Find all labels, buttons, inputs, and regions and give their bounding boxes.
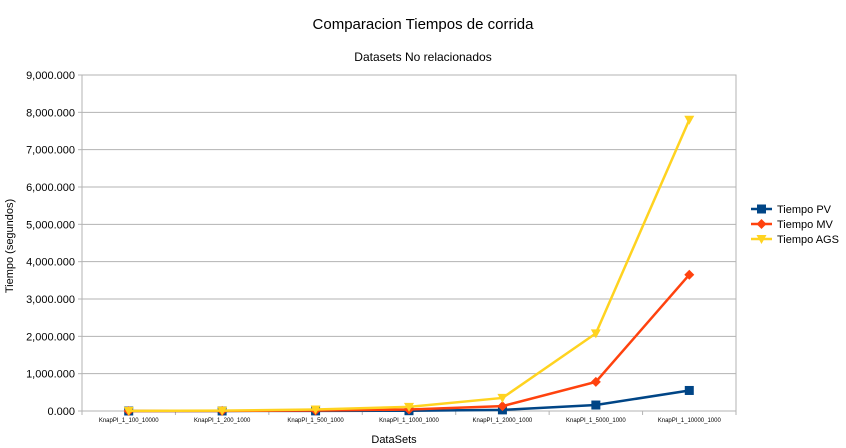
data-point <box>123 406 134 416</box>
y-tick-label: 8,000.000 <box>26 107 75 119</box>
data-point <box>497 393 508 403</box>
plot-area: 0.000 1,000.000 2,000.000 3,000.000 4,000.00… <box>26 70 737 424</box>
legend-label: Tiempo PV <box>777 204 832 216</box>
y-tick-label: 5,000.000 <box>26 219 75 231</box>
legend-swatch-marker <box>756 219 767 229</box>
data-point <box>497 401 508 412</box>
data-point <box>217 406 228 416</box>
x-tick-label: KnapPI_1_500_1000 <box>287 418 344 424</box>
data-point <box>684 115 695 125</box>
y-axis-label: Tiempo (segundos) <box>4 199 16 293</box>
data-point <box>590 376 601 387</box>
x-tick-label: KnapPI_1_1000_1000 <box>379 418 439 424</box>
x-tick-label: KnapPI_1_2000_1000 <box>473 418 533 424</box>
y-tick-label: 3,000.000 <box>26 294 75 306</box>
y-tick-label: 9,000.000 <box>26 70 75 82</box>
chart-subtitle: Datasets No relacionados <box>354 50 491 64</box>
y-tick-label: 1,000.000 <box>26 369 75 381</box>
x-tick-label: KnapPI_1_100_10000 <box>99 418 159 424</box>
y-tick-label: 4,000.000 <box>26 257 75 269</box>
chart-title: Comparacion Tiempos de corrida <box>313 16 535 33</box>
data-point <box>684 385 694 395</box>
x-tick-label: KnapPI_1_10000_1000 <box>658 418 722 424</box>
series-line-2 <box>128 273 691 413</box>
x-tick-label: KnapPI_1_5000_1000 <box>566 418 626 424</box>
data-point <box>684 269 695 280</box>
legend-swatch-marker <box>757 204 766 214</box>
y-tick-label: 2,000.000 <box>26 331 75 343</box>
legend-swatch-marker <box>756 235 767 244</box>
data-point <box>590 329 601 339</box>
series-line-3 <box>128 119 691 413</box>
x-tick-label: KnapPI_1_200_1000 <box>194 418 251 424</box>
data-point <box>591 400 601 410</box>
y-tick-label: 6,000.000 <box>26 182 75 194</box>
y-tick-label: 7,000.000 <box>26 145 75 157</box>
data-point <box>404 402 414 412</box>
legend-label: Tiempo AGS <box>777 234 839 246</box>
data-point <box>310 405 321 415</box>
legend: Tiempo PV Tiempo MV Tiempo AGS <box>751 204 839 246</box>
legend-label: Tiempo MV <box>777 219 833 231</box>
plot-frame <box>81 74 737 412</box>
x-axis-label: DataSets <box>371 434 417 446</box>
y-tick-label: 0.000 <box>47 406 75 418</box>
